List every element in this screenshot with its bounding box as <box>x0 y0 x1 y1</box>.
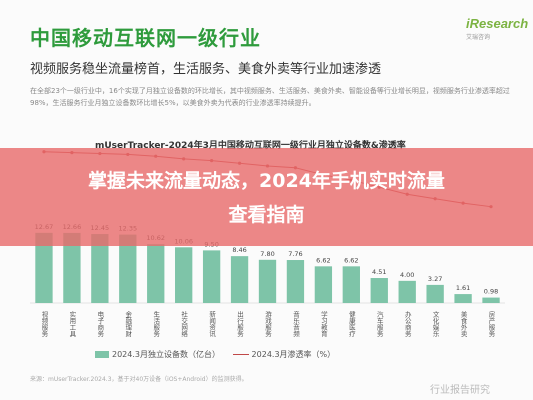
category-label-5: 社交网络 <box>180 310 188 338</box>
bar-value-label-12: 4.51 <box>372 268 386 276</box>
category-label-0: 视频服务 <box>40 310 48 339</box>
bar-0 <box>35 232 53 303</box>
category-label-11: 健康医疗 <box>347 310 355 339</box>
bar-6 <box>202 250 221 303</box>
logo-subtext: 艾瑞咨询 <box>466 34 491 41</box>
bar-value-label-7: 8.46 <box>232 246 246 254</box>
bar-value-label-9: 7.76 <box>288 250 302 258</box>
bar-13 <box>398 280 416 303</box>
chart-title: mUserTracker-2024年3月中国移动互联网一级行业月独立设备数&渗透… <box>95 141 406 151</box>
brand-logo: iResearch 艾瑞咨询 <box>466 16 529 44</box>
bar-11 <box>342 266 360 303</box>
legend-line-label: 2024.3月渗透率（%） <box>251 350 336 359</box>
category-label-7: 出行服务 <box>236 310 244 339</box>
bar-16 <box>482 297 500 303</box>
category-label-13: 办公商务 <box>403 310 411 339</box>
category-label-3: 金融理财 <box>124 310 132 339</box>
bar-value-label-10: 6.62 <box>316 256 330 264</box>
banner-headline-line1: 掌握未来流量动态，2024年手机实时流量 <box>88 170 445 192</box>
category-label-4: 生活服务 <box>152 310 160 339</box>
bar-8 <box>258 259 277 303</box>
chart-legend: 2024.3月独立设备数（亿台） 2024.3月渗透率（%） <box>95 349 335 360</box>
description-text: 在全部23个一级行业中，16个实现了月独立设备数的环比增长，其中视频服务、生活服… <box>30 87 510 107</box>
bar-12 <box>370 278 388 303</box>
bar-7 <box>230 256 249 303</box>
bar-3 <box>119 234 137 303</box>
category-label-15: 美食外卖 <box>459 310 467 339</box>
bar-value-label-13: 4.00 <box>400 271 414 279</box>
source-note: 来源：mUserTracker.2024.3，基于对40万设备（iOS+Andr… <box>30 376 248 383</box>
bar-1 <box>63 232 81 303</box>
banner-overlay <box>0 148 533 246</box>
category-label-12: 汽车服务 <box>375 310 383 339</box>
watermark: 行业报告研究 <box>430 385 490 396</box>
bar-14 <box>426 284 444 303</box>
bar-4 <box>147 244 165 303</box>
bar-value-label-15: 1.61 <box>456 284 470 292</box>
bar-9 <box>286 260 305 303</box>
bar-value-label-16: 0.98 <box>484 288 498 296</box>
bar-10 <box>314 266 333 303</box>
bar-value-label-11: 6.62 <box>344 256 358 264</box>
category-label-2: 电子商务 <box>96 310 104 339</box>
logo-text: iResearch <box>466 16 529 31</box>
category-label-8: 游戏服务 <box>264 310 272 339</box>
page-subtitle: 视频服务稳坐流量榜首，生活服务、美食外卖等行业加速渗透 <box>30 62 382 77</box>
page-title: 中国移动互联网一级行业 <box>30 26 261 50</box>
bar-15 <box>454 294 472 303</box>
legend-bar-label: 2024.3月独立设备数（亿台） <box>112 350 220 359</box>
category-label-6: 新闻资讯 <box>208 310 216 339</box>
category-label-9: 音乐音频 <box>291 310 299 339</box>
bar-5 <box>175 247 193 303</box>
bar-value-label-14: 3.27 <box>428 275 442 283</box>
legend-line-swatch <box>232 354 249 355</box>
bar-2 <box>91 234 109 303</box>
banner-headline-line2: 查看指南 <box>228 204 305 226</box>
category-label-10: 学习教育 <box>319 310 327 339</box>
category-label-1: 实用工具 <box>68 310 76 339</box>
category-label-16: 房产服务 <box>487 310 495 339</box>
bar-value-label-8: 7.80 <box>260 250 274 258</box>
category-label-14: 文化娱乐 <box>431 310 439 338</box>
legend-bar-swatch <box>95 351 109 358</box>
